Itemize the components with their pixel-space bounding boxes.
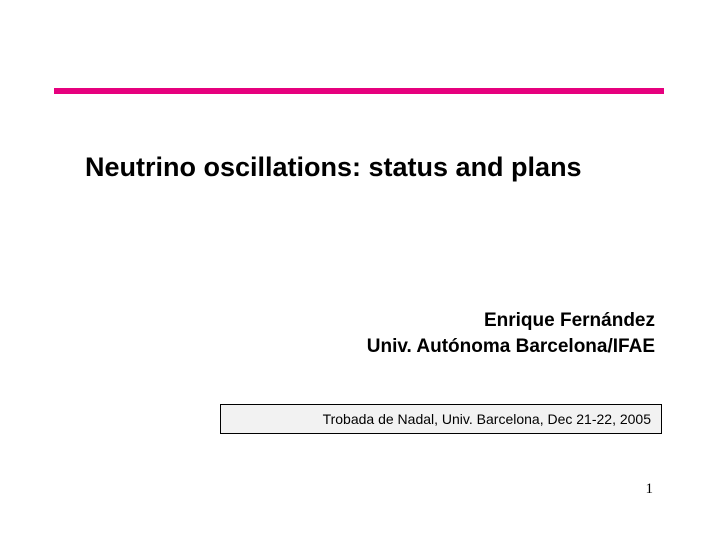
slide: Neutrino oscillations: status and plans … [0,0,720,540]
footer-box: Trobada de Nadal, Univ. Barcelona, Dec 2… [220,404,662,434]
author-name: Enrique Fernández [367,308,655,334]
page-number: 1 [646,481,654,498]
slide-title: Neutrino oscillations: status and plans [85,152,582,183]
author-block: Enrique Fernández Univ. Autónoma Barcelo… [367,308,655,359]
footer-text: Trobada de Nadal, Univ. Barcelona, Dec 2… [323,411,651,427]
accent-bar [54,88,664,94]
author-affiliation: Univ. Autónoma Barcelona/IFAE [367,334,655,360]
